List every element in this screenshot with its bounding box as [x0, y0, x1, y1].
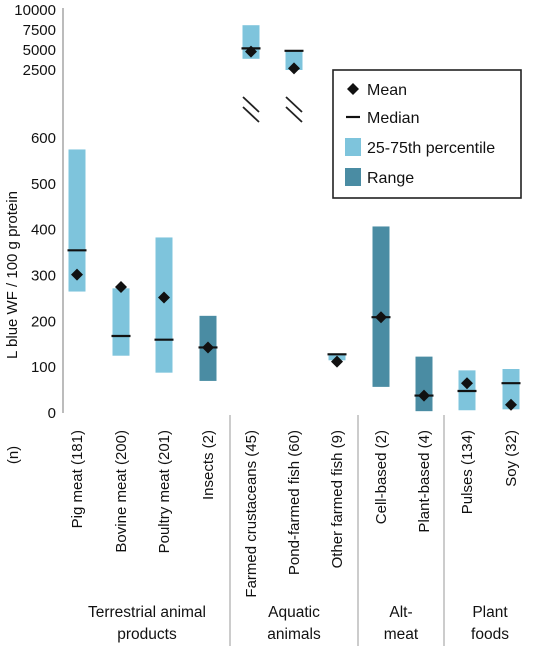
category-label: Poultry meat (201)	[156, 430, 173, 553]
group-label: products	[117, 626, 177, 643]
y-tick-label: 200	[31, 313, 56, 330]
y-tick-label: 10000	[14, 2, 56, 19]
legend-percentile-icon	[345, 138, 361, 156]
y-tick-label: 400	[31, 222, 56, 239]
y-tick-label: 100	[31, 359, 56, 376]
axes: 10000 7500 5000 2500 600 500 400 300 200 100 0 L bl…	[4, 2, 445, 646]
mean-marker	[418, 389, 430, 402]
axis-break-mark	[285, 106, 303, 123]
bar	[68, 149, 86, 292]
bar	[285, 50, 303, 70]
legend-entry-label: Range	[367, 170, 414, 187]
group-label: Alt-	[389, 604, 412, 621]
y-tick-label: 0	[48, 405, 56, 422]
group-label: Terrestrial animal	[88, 604, 206, 621]
bars	[68, 25, 520, 412]
bar	[372, 226, 390, 387]
category-label: Insects (2)	[200, 430, 217, 500]
mean-marker	[375, 311, 387, 324]
y-axis-title: L blue WF / 100 g protein	[4, 191, 21, 359]
legend: Mean Median 25-75th percentile Range	[332, 69, 522, 199]
bar	[502, 369, 520, 410]
y-tick-label: 300	[31, 268, 56, 285]
legend-entry-label: Mean	[367, 82, 407, 99]
mean-marker	[505, 398, 517, 411]
y-tick-label: 2500	[23, 62, 56, 79]
n-label: (n)	[5, 446, 22, 464]
mean-marker	[115, 280, 127, 293]
axis-break-mark	[242, 96, 260, 113]
bar	[415, 356, 433, 412]
mean-marker	[331, 355, 343, 368]
legend-entry-label: Median	[367, 110, 419, 127]
legend-range-icon	[345, 168, 361, 186]
group-label: Plant	[472, 604, 508, 621]
axis-break-mark	[285, 96, 303, 113]
legend-box	[332, 69, 522, 199]
group-label: meat	[384, 626, 419, 643]
mean-marker	[461, 377, 473, 390]
category-label: Farmed crustaceans (45)	[243, 430, 260, 598]
category-label: Pig meat (181)	[69, 430, 86, 528]
mean-marker	[71, 268, 83, 281]
y-tick-label: 500	[31, 176, 56, 193]
legend-entry-label: 25-75th percentile	[367, 140, 495, 157]
category-label: Bovine meat (200)	[113, 430, 130, 553]
category-label: Pulses (134)	[459, 430, 476, 514]
group-label: animals	[267, 626, 321, 643]
axis-break-mark	[242, 106, 260, 123]
category-label: Cell-based (2)	[373, 430, 390, 524]
category-label: Other farmed fish (9)	[329, 430, 346, 568]
group-label: foods	[471, 626, 509, 643]
y-tick-label: 600	[31, 130, 56, 147]
y-tick-label: 5000	[23, 42, 56, 59]
mean-marker	[288, 62, 300, 75]
mean-marker	[245, 45, 257, 58]
category-label: Plant-based (4)	[416, 430, 433, 533]
bar	[155, 237, 173, 373]
category-label: Soy (32)	[503, 430, 520, 487]
labels: (n) Pig meat (181) Bovine meat (200) Poultr…	[5, 430, 520, 643]
mean-marker	[202, 341, 214, 354]
bar	[112, 288, 130, 356]
category-label: Pond-farmed fish (60)	[286, 430, 303, 575]
legend-mean-icon	[347, 83, 359, 95]
y-tick-label: 7500	[23, 22, 56, 39]
mean-marker	[158, 291, 170, 304]
group-label: Aquatic	[268, 604, 320, 621]
markers	[67, 45, 521, 411]
